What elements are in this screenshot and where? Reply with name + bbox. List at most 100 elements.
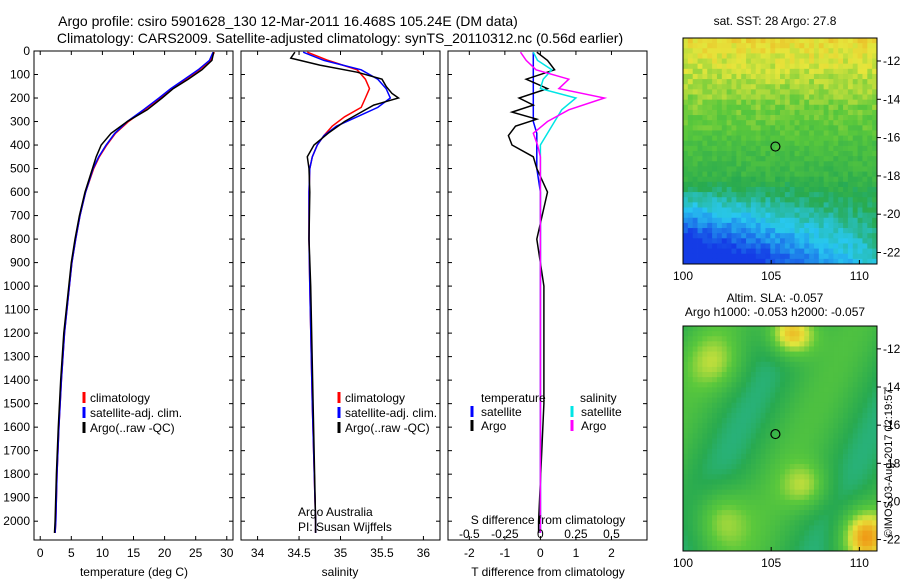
heatmap-cell — [687, 464, 694, 470]
heatmap-cell — [838, 382, 844, 388]
heatmap-cell — [794, 109, 800, 116]
heatmap-cell — [736, 336, 742, 342]
heatmap-cell — [823, 258, 829, 265]
heatmap-cell — [872, 156, 878, 162]
heatmap-cell — [736, 58, 742, 65]
heatmap-cell — [872, 140, 878, 147]
heatmap-cell — [813, 63, 820, 70]
heatmap-cell — [775, 156, 781, 162]
heatmap-cell — [716, 504, 723, 511]
heatmap-cell — [750, 484, 757, 491]
heatmap-cell — [683, 479, 689, 485]
heatmap-cell — [828, 58, 834, 65]
heatmap-cell — [780, 331, 786, 337]
heatmap-cell — [804, 58, 810, 65]
heatmap-cell — [741, 192, 747, 198]
heatmap-cell — [784, 438, 791, 445]
heatmap-cell — [707, 387, 713, 393]
heatmap-cell — [775, 336, 781, 342]
heatmap-cell — [716, 79, 723, 85]
heatmap-cell — [697, 469, 703, 475]
heatmap-cell — [755, 366, 761, 373]
heatmap-cell — [818, 94, 825, 101]
heatmap-cell — [847, 469, 854, 475]
heatmap-cell — [818, 545, 825, 552]
heatmap-cell — [697, 438, 703, 445]
heatmap-cell — [794, 356, 800, 363]
heatmap-cell — [746, 43, 752, 49]
heatmap-cell — [712, 238, 718, 244]
heatmap-cell — [712, 79, 718, 85]
heatmap-cell — [683, 222, 689, 229]
heatmap-cell — [692, 499, 698, 506]
heatmap-cell — [775, 192, 781, 198]
heatmap-cell — [857, 109, 863, 116]
heatmap-cell — [843, 382, 849, 388]
heatmap-cell — [765, 166, 771, 172]
heatmap-cell — [750, 428, 757, 434]
heatmap-cell — [847, 494, 854, 501]
heatmap-cell — [838, 433, 844, 439]
heatmap-cell — [847, 68, 854, 75]
legend-label: climatology — [90, 391, 150, 405]
heatmap-cell — [692, 171, 698, 178]
figure-header: Argo profile: csiro 5901628_130 12-Mar-2… — [57, 13, 623, 46]
heatmap-cell — [721, 253, 728, 260]
heatmap-cell — [721, 63, 728, 70]
heatmap-cell — [789, 238, 795, 244]
heatmap-cell — [809, 479, 815, 485]
heatmap-cell — [760, 397, 766, 404]
heatmap-cell — [789, 217, 795, 224]
heatmap-cell — [750, 397, 757, 404]
heatmap-cell — [692, 392, 698, 398]
heatmap-cell — [794, 171, 800, 178]
heatmap-cell — [794, 397, 800, 404]
heatmap-cell — [867, 346, 873, 352]
heatmap-cell — [760, 156, 766, 162]
heatmap-cell — [692, 545, 698, 552]
heatmap-cell — [794, 525, 800, 531]
heatmap-cell — [697, 238, 703, 244]
heatmap-cell — [799, 489, 805, 496]
heatmap-cell — [838, 135, 844, 142]
heatmap-cell — [683, 43, 689, 49]
heatmap-cell — [760, 109, 766, 116]
heatmap-cell — [789, 499, 795, 506]
heatmap-cell — [712, 504, 718, 511]
heatmap-cell — [726, 73, 732, 80]
heatmap-cell — [770, 207, 776, 214]
heatmap-cell — [833, 89, 839, 95]
legend-label: climatology — [345, 391, 405, 405]
heatmap-cell — [721, 520, 728, 526]
heatmap-cell — [755, 402, 761, 409]
heatmap-cell — [780, 397, 786, 404]
heatmap-cell — [809, 238, 815, 244]
heatmap-cell — [780, 217, 786, 224]
heatmap-cell — [862, 161, 868, 167]
heatmap-cell — [828, 145, 834, 152]
heatmap-cell — [726, 535, 732, 542]
heatmap-cell — [794, 494, 800, 501]
heatmap-cell — [683, 387, 689, 393]
heatmap-cell — [755, 238, 761, 244]
heatmap-cell — [746, 176, 752, 183]
heatmap-cell — [692, 53, 698, 59]
heatmap-cell — [687, 156, 694, 162]
heatmap-cell — [838, 130, 844, 136]
heatmap-cell — [721, 222, 728, 229]
heatmap-cell — [843, 331, 849, 337]
heatmap-cell — [823, 197, 829, 203]
heatmap-cell — [746, 166, 752, 172]
heatmap-cell — [780, 243, 786, 249]
heatmap-cell — [687, 336, 694, 342]
heatmap-cell — [687, 428, 694, 434]
heatmap-cell — [687, 494, 694, 501]
heatmap-cell — [784, 38, 791, 44]
heatmap-cell — [872, 540, 878, 547]
heatmap-cell — [726, 94, 732, 101]
map-frame — [682, 325, 878, 552]
heatmap-cell — [867, 58, 873, 65]
heatmap-cell — [702, 510, 708, 516]
heatmap-cell — [780, 438, 786, 445]
heatmap-cell — [687, 171, 694, 178]
